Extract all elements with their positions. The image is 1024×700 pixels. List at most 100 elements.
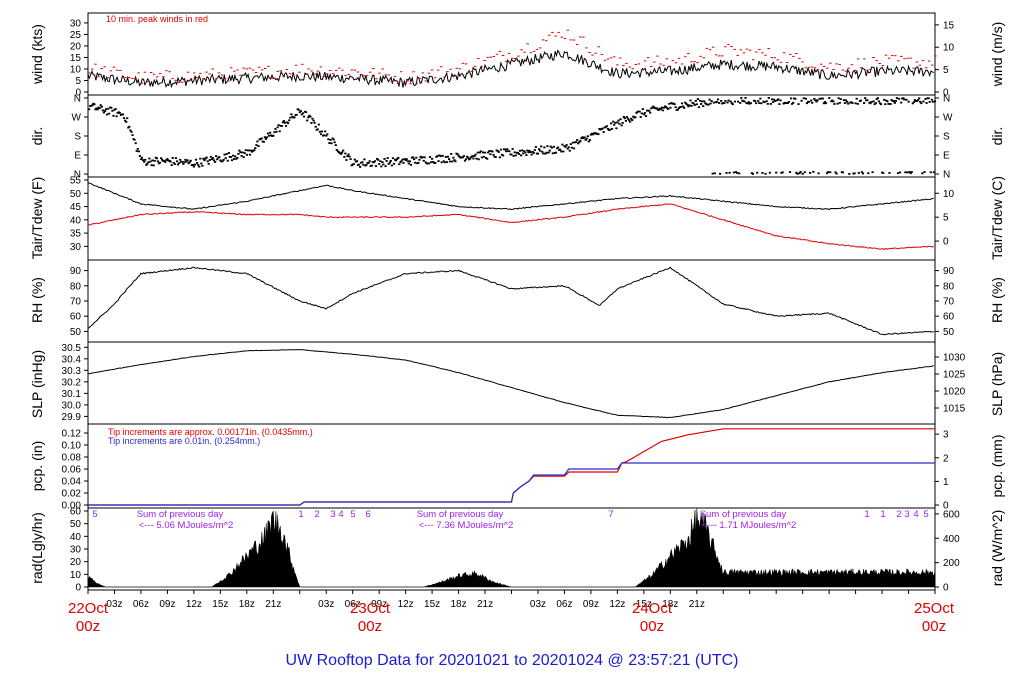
dir-point bbox=[476, 151, 479, 154]
dir-point bbox=[278, 130, 281, 133]
dir-point bbox=[759, 97, 762, 100]
dir-point bbox=[561, 143, 564, 146]
dir-point bbox=[192, 165, 195, 168]
pcp-note-blue: Tip increments are 0.01in. (0.254mm.) bbox=[108, 436, 260, 446]
dir-point bbox=[307, 116, 310, 119]
dir-point bbox=[385, 160, 388, 162]
dir-point bbox=[751, 173, 754, 175]
dir-point bbox=[450, 153, 453, 155]
dir-point bbox=[332, 138, 335, 141]
dir-point bbox=[619, 118, 622, 121]
dir-point bbox=[461, 156, 464, 159]
dir-point bbox=[221, 160, 224, 163]
dir-point bbox=[711, 172, 714, 175]
dir-point bbox=[814, 99, 817, 102]
dir-point bbox=[488, 150, 491, 152]
dir-point bbox=[505, 150, 508, 153]
dir-point bbox=[508, 150, 511, 153]
dir-point bbox=[787, 101, 790, 103]
dir-point bbox=[111, 109, 114, 112]
dir-point bbox=[98, 107, 101, 110]
dir-point bbox=[847, 102, 850, 105]
dir-point bbox=[236, 157, 239, 159]
dir-point bbox=[506, 148, 509, 151]
y-tick-label: 10 bbox=[70, 64, 82, 75]
pcp-series-1 bbox=[88, 462, 935, 506]
dir-point bbox=[484, 151, 487, 154]
dir-point bbox=[293, 116, 296, 119]
dir-point bbox=[243, 152, 246, 154]
dir-point bbox=[612, 120, 615, 123]
dir-point bbox=[373, 160, 377, 163]
dir-point bbox=[889, 103, 892, 105]
dir-point bbox=[384, 165, 387, 168]
dir-point bbox=[708, 98, 711, 101]
dir-point bbox=[474, 153, 477, 156]
y-tick-label: 3 bbox=[943, 430, 949, 441]
dir-point bbox=[238, 149, 241, 152]
dir-point bbox=[320, 130, 324, 133]
dir-point bbox=[144, 158, 147, 161]
dir-point bbox=[412, 156, 415, 159]
y-tick-label: 60 bbox=[943, 312, 955, 323]
dir-point bbox=[193, 163, 197, 166]
dir-point bbox=[576, 139, 579, 141]
temp-series-1 bbox=[87, 203, 934, 250]
rad-digit: 4 bbox=[338, 509, 343, 520]
dir-point bbox=[502, 154, 505, 157]
dir-point bbox=[778, 103, 781, 105]
dir-point bbox=[225, 153, 228, 155]
dir-point bbox=[643, 112, 646, 114]
pcp-note-red: Tip increments are approx. 0.00171in. (0… bbox=[108, 427, 313, 437]
dir-point bbox=[810, 99, 813, 102]
y-tick-label: 10 bbox=[70, 570, 82, 581]
dir-point bbox=[467, 156, 470, 159]
dir-point bbox=[608, 128, 612, 131]
dir-point bbox=[859, 99, 862, 102]
dir-point bbox=[400, 160, 403, 163]
y-tick-label: 10 bbox=[943, 43, 955, 54]
dir-point bbox=[329, 139, 332, 141]
dir-point bbox=[289, 116, 292, 119]
x-tick-label: 21z bbox=[689, 599, 705, 610]
dir-point bbox=[603, 126, 606, 129]
rad-left-label: rad(Lgly/hr) bbox=[29, 512, 45, 584]
dir-point bbox=[781, 171, 784, 174]
data-layer bbox=[87, 29, 937, 588]
dir-point bbox=[638, 110, 641, 113]
y-tick-label: 50 bbox=[70, 327, 82, 338]
dir-point bbox=[272, 134, 275, 137]
y-tick-label: 45 bbox=[70, 202, 82, 213]
dir-point bbox=[137, 150, 140, 153]
dir-point bbox=[176, 163, 180, 166]
y-tick-label: 30 bbox=[70, 545, 82, 556]
dir-point bbox=[313, 121, 316, 124]
dir-point bbox=[378, 163, 381, 165]
dir-point bbox=[526, 149, 529, 152]
y-tick-label: E bbox=[74, 151, 81, 162]
slp-left-label: SLP (inHg) bbox=[29, 350, 45, 418]
dir-point bbox=[911, 102, 914, 105]
dir-point bbox=[234, 155, 237, 158]
panel-frame-dir bbox=[87, 94, 936, 178]
dir-point bbox=[197, 164, 200, 166]
dir-point bbox=[396, 158, 399, 160]
dir-point bbox=[572, 147, 576, 150]
dir-point bbox=[290, 113, 293, 116]
dir-point bbox=[790, 97, 793, 100]
dir-point bbox=[635, 112, 638, 114]
x-tick-label: 06z bbox=[345, 599, 361, 610]
dir-point bbox=[566, 147, 569, 150]
dir-point bbox=[273, 131, 276, 134]
dir-point bbox=[130, 131, 133, 133]
dir-point bbox=[133, 138, 136, 141]
dir-point bbox=[475, 157, 478, 160]
dir-point bbox=[207, 162, 210, 165]
dir-point bbox=[93, 103, 96, 106]
dir-point bbox=[269, 131, 272, 134]
dir-point bbox=[106, 113, 109, 116]
dir-point bbox=[613, 123, 616, 126]
dir-point bbox=[151, 159, 154, 162]
dir-point bbox=[540, 145, 543, 148]
